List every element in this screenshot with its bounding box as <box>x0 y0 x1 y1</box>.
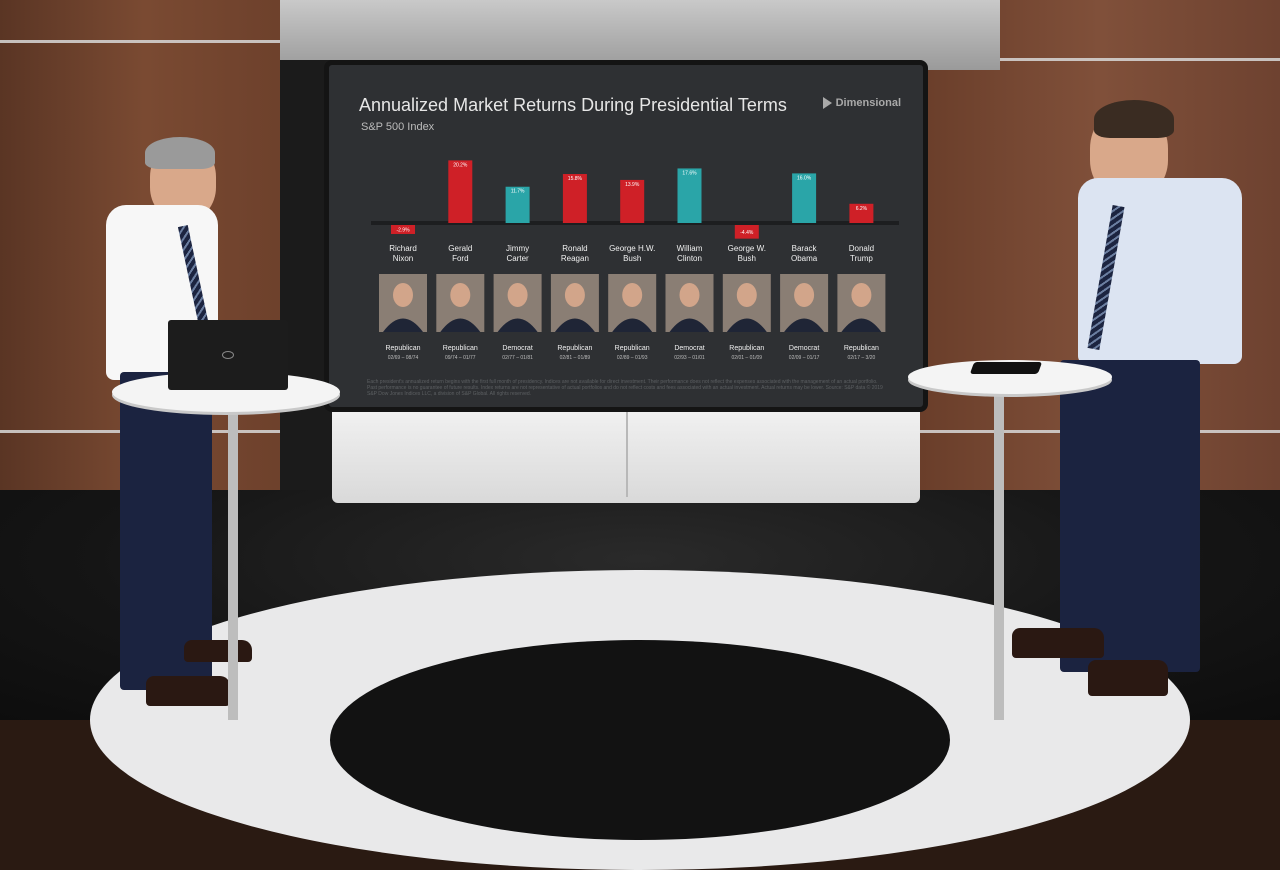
presentation-screen: Annualized Market Returns During Preside… <box>324 60 928 412</box>
president-portrait-face <box>851 283 872 307</box>
wall-light-strip <box>920 58 1280 61</box>
value-label: -4.4% <box>740 230 754 236</box>
president-portrait-suit <box>726 318 767 332</box>
term-dates: 09/74 – 01/77 <box>445 355 476 361</box>
president-name-line: George W. <box>728 244 766 253</box>
laptop-logo-icon <box>222 351 234 359</box>
president-name-line: Jimmy <box>506 244 529 253</box>
bar <box>734 225 759 239</box>
presenter-right-hair <box>1094 100 1174 138</box>
presenter-left-hair <box>145 137 215 169</box>
wall-light-strip <box>0 40 320 43</box>
party-label: Democrat <box>789 345 819 352</box>
brand-name: Dimensional <box>835 97 901 109</box>
president-name-line: Reagan <box>561 254 589 263</box>
floor-center-circle <box>330 640 950 840</box>
party-label: Republican <box>443 345 478 352</box>
presenter-left-pants <box>120 372 212 690</box>
president-name-line: Ronald <box>562 244 587 253</box>
president-name-line: Carter <box>506 254 529 263</box>
table-left-leg <box>228 400 238 720</box>
value-label: 16.0% <box>797 175 812 181</box>
tablet <box>969 362 1043 374</box>
table-right-leg <box>994 385 1004 720</box>
president-name-line: Bush <box>738 254 756 263</box>
president-name-line: Clinton <box>677 254 702 263</box>
bar <box>448 160 473 223</box>
president-portrait-face <box>564 283 585 307</box>
party-label: Democrat <box>502 345 532 352</box>
president-name-line: Nixon <box>393 254 413 263</box>
presenter-right-shoe <box>1012 628 1104 658</box>
president-portrait-face <box>622 283 643 307</box>
bar <box>505 186 530 223</box>
president-portrait-face <box>507 283 528 307</box>
president-portrait-suit <box>554 318 595 332</box>
president-name-line: George H.W. <box>609 244 655 253</box>
president-portrait-suit <box>784 318 825 332</box>
bar <box>849 203 874 223</box>
president-portrait-suit <box>383 318 423 332</box>
party-label: Republican <box>844 345 879 352</box>
term-dates: 02/17 – 3/20 <box>847 355 875 361</box>
president-portrait-face <box>736 283 757 307</box>
president-portrait-face <box>393 283 413 307</box>
presenter-right-shoe <box>1088 660 1168 696</box>
value-label: 15.8% <box>568 176 583 182</box>
value-label: 6.2% <box>856 206 868 212</box>
laptop <box>168 320 288 390</box>
value-label: 13.9% <box>625 182 640 188</box>
president-name-line: Obama <box>791 254 818 263</box>
presenter-left-shoe <box>146 676 230 706</box>
chart-title: Annualized Market Returns During Preside… <box>359 95 787 115</box>
bar <box>620 179 645 223</box>
president-portrait-suit <box>841 318 882 332</box>
president-name-line: Ford <box>452 254 468 263</box>
party-label: Republican <box>557 345 592 352</box>
bar <box>677 168 702 223</box>
president-name-line: Donald <box>849 244 874 253</box>
president-portrait-suit <box>669 318 710 332</box>
term-dates: 02/01 – 01/09 <box>732 355 763 361</box>
party-label: Republican <box>385 345 420 352</box>
term-dates: 02/93 – 01/01 <box>674 355 705 361</box>
presenter-right-pants <box>1060 360 1200 672</box>
screen-base-seam <box>626 405 628 497</box>
value-label: -2.9% <box>396 227 410 233</box>
president-name-line: Gerald <box>448 244 472 253</box>
party-label: Republican <box>615 345 650 352</box>
value-label: 17.6% <box>682 170 697 176</box>
bar <box>792 173 817 223</box>
term-dates: 02/81 – 01/89 <box>560 355 591 361</box>
president-portrait-face <box>679 283 700 307</box>
president-name-line: Richard <box>389 244 417 253</box>
president-portrait-suit <box>497 318 538 332</box>
presenter-left-shoe <box>184 640 252 662</box>
term-dates: 02/69 – 08/74 <box>388 355 419 361</box>
chart-footnote: Each president's annualized return begin… <box>367 379 883 397</box>
dimensional-logo-icon <box>822 97 832 110</box>
party-label: Democrat <box>674 345 704 352</box>
president-portrait-face <box>794 283 815 307</box>
president-name-line: Bush <box>623 254 641 263</box>
term-dates: 02/89 – 01/93 <box>617 355 648 361</box>
studio-header-panel <box>280 0 1000 70</box>
president-portrait-face <box>450 283 471 307</box>
brand-logo: Dimensional <box>822 97 901 110</box>
term-dates: 02/09 – 01/17 <box>789 355 820 361</box>
president-name-line: William <box>677 244 703 253</box>
bar <box>391 225 415 234</box>
president-name-line: Barack <box>792 244 818 253</box>
term-dates: 02/77 – 01/81 <box>502 355 533 361</box>
chart-subtitle: S&P 500 Index <box>361 121 435 133</box>
party-label: Republican <box>729 345 764 352</box>
president-name-line: Trump <box>850 254 873 263</box>
president-portrait-suit <box>440 318 481 332</box>
value-label: 11.7% <box>511 189 525 195</box>
president-portrait-suit <box>612 318 653 332</box>
bar <box>562 174 587 223</box>
value-label: 20.2% <box>453 162 468 168</box>
